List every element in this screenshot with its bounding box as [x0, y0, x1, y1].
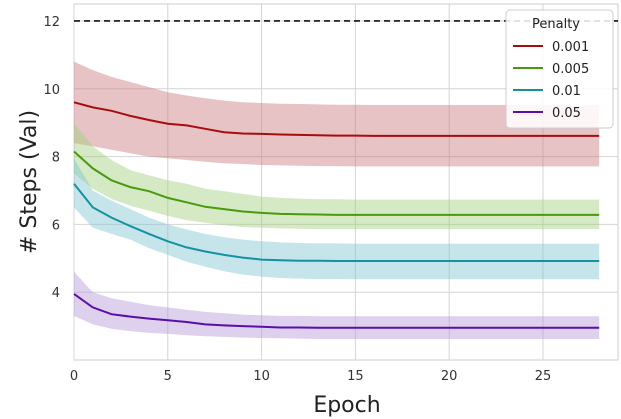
series-line-0.01	[73, 183, 600, 262]
series-line-0.001	[73, 101, 600, 137]
x-tick-label: 20	[441, 369, 458, 384]
legend-label-0.05: 0.05	[552, 106, 581, 121]
band-0.05	[74, 271, 600, 339]
y-axis-title: # Steps (Val)	[17, 110, 42, 254]
x-axis-title: Epoch	[313, 393, 380, 418]
x-tick-label: 25	[535, 369, 552, 384]
x-tick-label: 0	[70, 369, 78, 384]
confidence-bands	[74, 61, 600, 339]
x-tick-labels: 0 5 10 15 20 25	[70, 369, 551, 384]
band-0.005	[74, 122, 600, 230]
legend-label-0.01: 0.01	[552, 84, 581, 99]
y-tick-label: 10	[43, 83, 60, 98]
y-tick-label: 6	[52, 218, 60, 233]
legend-label-0.005: 0.005	[552, 62, 589, 77]
x-tick-label: 10	[253, 369, 270, 384]
legend-title: Penalty	[532, 17, 580, 32]
legend: Penalty 0.001 0.005 0.01 0.05	[505, 9, 614, 129]
band-0.01	[74, 158, 600, 280]
band-0.001	[74, 61, 600, 167]
x-tick-label: 5	[164, 369, 172, 384]
x-tick-label: 15	[347, 369, 364, 384]
y-tick-label: 4	[52, 286, 60, 301]
y-tick-label: 8	[52, 151, 60, 166]
y-tick-label: 12	[43, 15, 60, 30]
y-tick-labels: 4 6 8 10 12	[43, 15, 60, 301]
grid-lines	[73, 4, 618, 360]
series-lines	[73, 101, 600, 329]
legend-label-0.001: 0.001	[552, 40, 589, 55]
legend-box	[505, 9, 614, 129]
series-line-0.05	[73, 293, 600, 329]
series-line-0.005	[73, 150, 600, 216]
